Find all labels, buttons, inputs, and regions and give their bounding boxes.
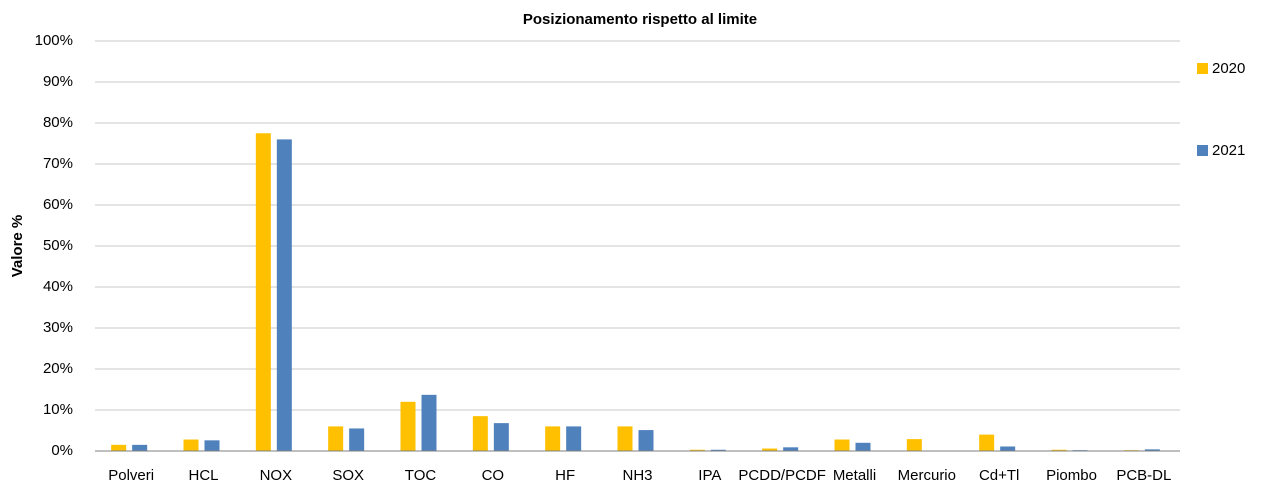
x-tick-label: IPA	[698, 467, 721, 484]
bar	[979, 434, 995, 451]
x-tick-label: HCL	[188, 467, 218, 484]
y-tick-label: 70%	[43, 155, 73, 172]
bar	[855, 442, 871, 451]
bar	[183, 439, 199, 451]
y-tick-label: 10%	[43, 401, 73, 418]
bar	[132, 444, 148, 451]
x-tick-label: TOC	[405, 467, 437, 484]
bar	[710, 449, 726, 451]
bar	[328, 426, 344, 451]
y-tick-label: 50%	[43, 237, 73, 254]
bar	[1144, 449, 1160, 451]
bar	[276, 139, 292, 451]
bar	[689, 449, 705, 451]
chart-title: Posizionamento rispetto al limite	[523, 11, 757, 28]
bar	[545, 426, 561, 451]
y-tick-label: 80%	[43, 114, 73, 131]
y-tick-label: 60%	[43, 196, 73, 213]
x-tick-label: CO	[482, 467, 505, 484]
bar	[906, 439, 922, 451]
bar	[472, 416, 488, 451]
bar	[1051, 449, 1067, 451]
bar	[493, 423, 509, 451]
x-tick-label: PCDD/PCDF	[738, 467, 826, 484]
y-tick-label: 30%	[43, 319, 73, 336]
bar	[400, 401, 416, 451]
x-tick-label: PCB-DL	[1116, 467, 1171, 484]
bar	[834, 439, 850, 451]
x-tick-label: Metalli	[833, 467, 876, 484]
x-tick-label: SOX	[332, 467, 364, 484]
bar	[762, 448, 778, 451]
y-tick-label: 90%	[43, 73, 73, 90]
bar	[349, 428, 365, 451]
x-tick-label: NH3	[622, 467, 652, 484]
bar	[421, 394, 437, 451]
bar	[1000, 446, 1016, 451]
x-tick-label: Mercurio	[898, 467, 956, 484]
x-tick-label: NOX	[260, 467, 293, 484]
legend-swatch	[1197, 63, 1208, 74]
y-tick-label: 100%	[35, 32, 73, 49]
legend-label: 2020	[1212, 60, 1245, 77]
y-tick-label: 0%	[51, 442, 73, 459]
y-tick-label: 40%	[43, 278, 73, 295]
y-tick-label: 20%	[43, 360, 73, 377]
x-tick-label: Polveri	[108, 467, 154, 484]
bar	[566, 426, 582, 451]
legend-label: 2021	[1212, 142, 1245, 159]
x-tick-label: HF	[555, 467, 575, 484]
x-tick-label: Piombo	[1046, 467, 1097, 484]
bar	[783, 447, 799, 451]
bar	[638, 430, 654, 451]
bar	[111, 444, 127, 451]
legend-swatch	[1197, 145, 1208, 156]
x-tick-label: Cd+Tl	[979, 467, 1019, 484]
bar	[204, 440, 220, 451]
y-axis-label: Valore %	[9, 215, 26, 278]
bar	[255, 133, 271, 451]
bar	[617, 426, 633, 451]
